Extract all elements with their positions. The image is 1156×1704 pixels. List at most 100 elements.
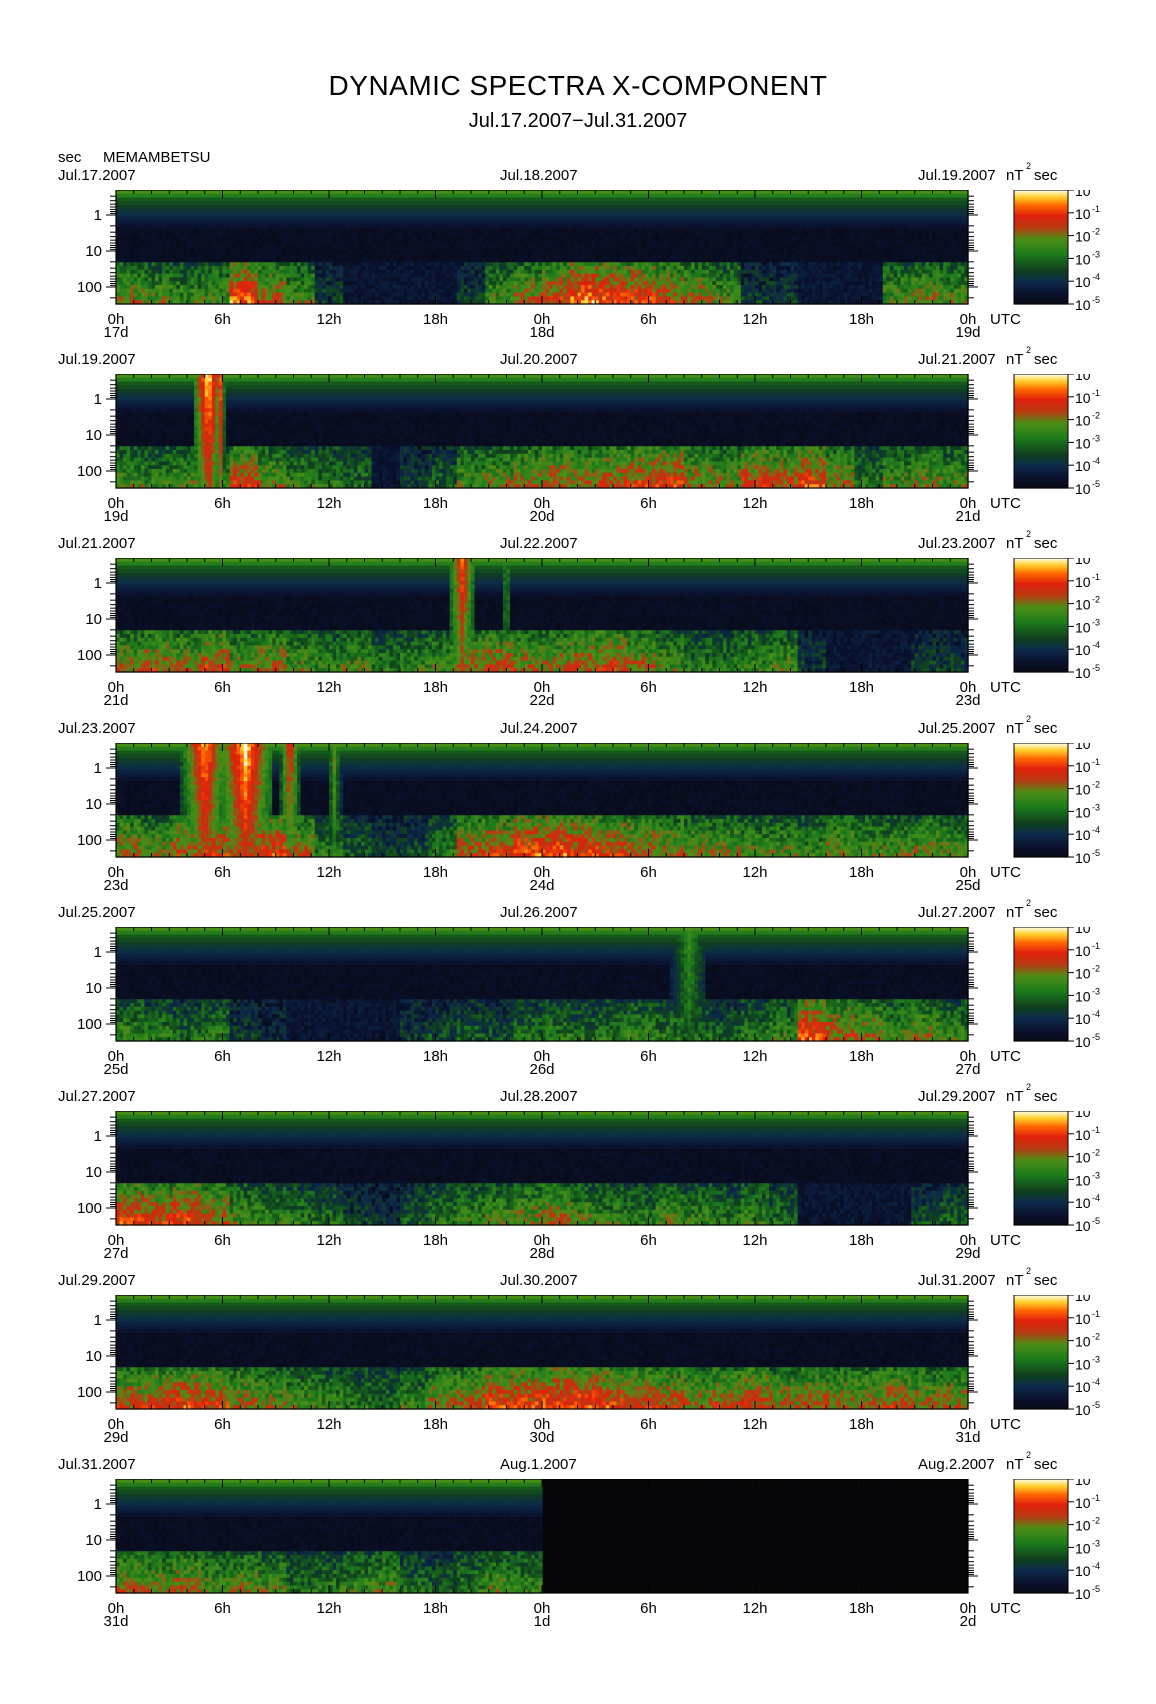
- colorbar: 10010-110-210-310-410-5: [1013, 1111, 1100, 1234]
- colorbar-tick-label: 10: [1075, 965, 1091, 981]
- day-label: 29d: [103, 1429, 128, 1446]
- colorbar-tick-label: 10: [1075, 274, 1091, 290]
- colorbar-tick-exponent: 0: [1092, 1479, 1097, 1480]
- colorbar-tick-exponent: -4: [1092, 1193, 1100, 1203]
- colorbar-tick-label: 10: [1075, 574, 1091, 590]
- colorbar-tick-exponent: -5: [1092, 1032, 1100, 1042]
- colorbar-tick-exponent: -2: [1092, 1516, 1100, 1526]
- panel-date-mid: Jul.26.2007: [500, 905, 578, 920]
- colorbar-tick-exponent: -5: [1092, 848, 1100, 858]
- day-label: 20d: [529, 508, 554, 525]
- panel-date-left: Jul.27.2007: [58, 1089, 136, 1104]
- x-tick-label: 6h: [214, 495, 231, 512]
- colorbar-tick-exponent: -3: [1092, 434, 1100, 444]
- day-label: 1d: [534, 1613, 551, 1630]
- x-tick-label: 18h: [849, 311, 874, 328]
- colorbar-tick-label: 10: [1075, 850, 1091, 866]
- panel-date-left: Jul.29.2007: [58, 1273, 136, 1288]
- day-label: 26d: [529, 1061, 554, 1078]
- colorbar-tick-label: 10: [1075, 1518, 1091, 1534]
- x-tick-label: 0h: [108, 1416, 125, 1433]
- colorbar-tick-exponent: -5: [1092, 663, 1100, 673]
- panel-date-left: Jul.25.2007: [58, 905, 136, 920]
- colorbar-tick-label: 10: [1075, 1479, 1091, 1488]
- colorbar-tick-exponent: 0: [1092, 190, 1097, 191]
- x-tick-label: 12h: [316, 1048, 341, 1065]
- x-tick-label: 12h: [742, 1600, 767, 1617]
- colorbar-tick-exponent: -4: [1092, 825, 1100, 835]
- x-tick-label: 0h: [960, 1232, 977, 1249]
- colorbar: 10010-110-210-310-410-5: [1013, 190, 1100, 313]
- colorbar-tick-exponent: 0: [1092, 374, 1097, 375]
- colorbar-tick-exponent: 0: [1092, 558, 1097, 559]
- colorbar-unit-suffix: sec: [1034, 536, 1057, 551]
- spectrogram-cells: [116, 742, 969, 858]
- colorbar-tick-exponent: -3: [1092, 1539, 1100, 1549]
- x-tick-label: 0h: [108, 1048, 125, 1065]
- x-tick-label: 6h: [640, 1048, 657, 1065]
- x-tick-label: 6h: [640, 1416, 657, 1433]
- colorbar-tick-exponent: -5: [1092, 1400, 1100, 1410]
- spectrogram-cells: [116, 190, 969, 305]
- x-tick-label: 0h: [108, 1600, 125, 1617]
- x-axis-unit: UTC: [990, 864, 1021, 881]
- y-tick-label: 1: [94, 1312, 102, 1329]
- x-tick-label: 0h: [534, 679, 551, 696]
- colorbar-tick-exponent: -4: [1092, 456, 1100, 466]
- x-tick-label: 18h: [423, 311, 448, 328]
- day-label: 23d: [955, 692, 980, 709]
- colorbar-tick-exponent: -3: [1092, 249, 1100, 259]
- x-tick-label: 6h: [640, 495, 657, 512]
- colorbar-unit: nT: [1006, 1273, 1024, 1288]
- colorbar-tick-exponent: 0: [1092, 927, 1097, 928]
- day-label: 25d: [103, 1061, 128, 1078]
- x-tick-label: 6h: [214, 679, 231, 696]
- colorbar-tick-label: 10: [1075, 297, 1091, 313]
- colorbar-tick-label: 10: [1075, 1357, 1091, 1373]
- colorbar-tick-label: 10: [1075, 1034, 1091, 1050]
- x-tick-label: 6h: [640, 311, 657, 328]
- colorbar-unit-suffix: sec: [1034, 1089, 1057, 1104]
- x-axis-unit: UTC: [990, 1600, 1021, 1617]
- colorbar-tick-label: 10: [1075, 436, 1091, 452]
- chart-title: DYNAMIC SPECTRA X-COMPONENT: [0, 70, 1156, 102]
- colorbar-tick-label: 10: [1075, 390, 1091, 406]
- panel-date-mid: Aug.1.2007: [500, 1457, 577, 1472]
- x-tick-label: 12h: [316, 1600, 341, 1617]
- colorbar-unit-suffix: sec: [1034, 1273, 1057, 1288]
- colorbar-tick-label: 10: [1075, 758, 1091, 774]
- colorbar-unit-suffix: sec: [1034, 721, 1057, 736]
- colorbar-tick-exponent: -3: [1092, 986, 1100, 996]
- colorbar-tick-exponent: -1: [1092, 572, 1100, 582]
- spectrogram-cells: [116, 1295, 969, 1410]
- colorbar-tick-exponent: -2: [1092, 1332, 1100, 1342]
- x-tick-label: 6h: [214, 1600, 231, 1617]
- x-tick-label: 0h: [108, 311, 125, 328]
- x-tick-label: 6h: [640, 864, 657, 881]
- colorbar-unit: nT: [1006, 352, 1024, 367]
- x-tick-label: 0h: [960, 311, 977, 328]
- colorbar-unit-exponent: 2: [1026, 1267, 1031, 1276]
- x-tick-label: 0h: [534, 495, 551, 512]
- colorbar: 10010-110-210-310-410-5: [1013, 1295, 1100, 1418]
- day-label: 21d: [103, 692, 128, 709]
- spectrogram-cells: [116, 558, 969, 673]
- colorbar-tick-label: 10: [1075, 1334, 1091, 1350]
- colorbar-tick-exponent: -3: [1092, 1170, 1100, 1180]
- y-tick-label: 10: [85, 1348, 102, 1365]
- colorbar-tick-label: 10: [1075, 1311, 1091, 1327]
- colorbar-tick-exponent: -5: [1092, 1584, 1100, 1594]
- x-tick-label: 0h: [960, 1416, 977, 1433]
- colorbar-tick-exponent: -5: [1092, 479, 1100, 489]
- x-tick-label: 12h: [742, 1416, 767, 1433]
- colorbar-tick-label: 10: [1075, 413, 1091, 429]
- x-tick-label: 18h: [423, 1416, 448, 1433]
- day-label: 25d: [955, 877, 980, 894]
- x-tick-label: 12h: [742, 1048, 767, 1065]
- x-tick-label: 0h: [534, 1600, 551, 1617]
